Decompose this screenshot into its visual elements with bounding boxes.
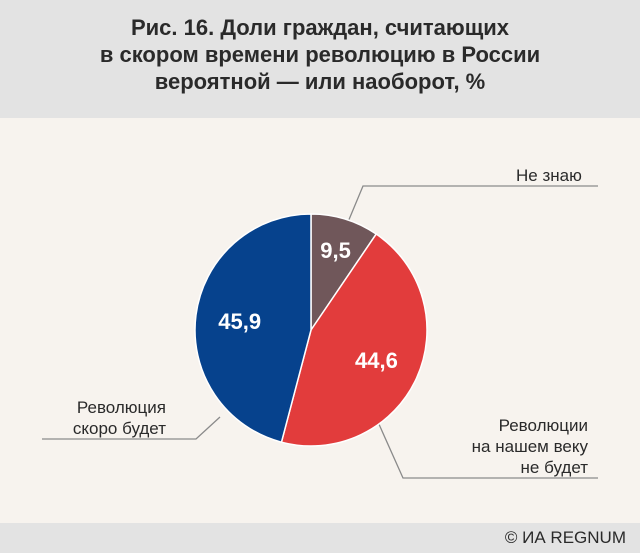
pie-slice-1 [280, 233, 428, 447]
label-rev-soon-line-1: Революция [76, 398, 166, 417]
credit: © ИА REGNUM [504, 528, 626, 547]
label-no-rev-line-3: не будет [520, 458, 588, 477]
leader-line-dont-know [347, 185, 598, 223]
chart-title: Рис. 16. Доли граждан, считающих в скоро… [0, 14, 640, 95]
leader-line-no-rev [377, 421, 598, 479]
footer-band: © ИА REGNUM [0, 523, 640, 553]
label-dont-know-text: Не знаю [516, 166, 582, 185]
pie-slice-2 [194, 213, 312, 444]
data-label-0: 9,5 [320, 238, 351, 263]
label-no-rev-line-2: на нашем веку [471, 437, 588, 456]
leader-line-rev-soon [42, 416, 221, 440]
label-revolution-soon: Революция скоро будет [56, 397, 166, 439]
label-dont-know: Не знаю [516, 165, 582, 186]
title-line-2: в скором времени революцию в России [99, 42, 541, 67]
label-rev-soon-line-2: скоро будет [72, 419, 166, 438]
label-no-revolution: Революции на нашем веку не будет [468, 415, 588, 478]
label-no-rev-line-1: Революции [498, 416, 588, 435]
header-band [0, 0, 640, 118]
title-line-1: Рис. 16. Доли граждан, считающих [130, 15, 510, 40]
data-label-1: 44,6 [355, 348, 398, 373]
data-label-2: 45,9 [218, 309, 261, 334]
title-line-3: вероятной — или наоборот, % [154, 69, 486, 94]
